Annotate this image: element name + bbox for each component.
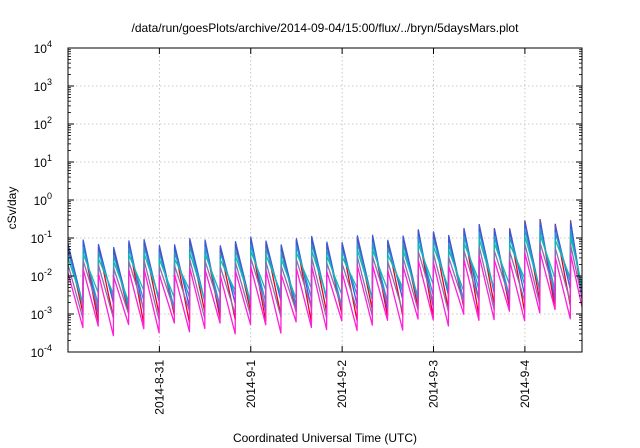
y-tick-label: 100: [34, 191, 52, 208]
y-tick-label: 10-2: [31, 267, 52, 284]
y-tick-label: 10-1: [31, 229, 52, 246]
x-tick-label: 2014-9-2: [335, 360, 349, 408]
axes: 10-4 10-3 10-2 10-1 100 101 102 103 104 2014-8-31…: [31, 39, 582, 415]
series-line: [68, 219, 582, 315]
y-tick-label: 10-3: [31, 305, 52, 322]
chart-title: /data/run/goesPlots/archive/2014-09-04/1…: [132, 21, 520, 35]
y-tick-label: 103: [34, 77, 52, 94]
y-tick-label: 10-4: [31, 343, 52, 360]
data-series: [68, 218, 582, 337]
x-axis-label: Coordinated Universal Time (UTC): [233, 431, 417, 445]
x-tick-label: 2014-9-1: [244, 360, 258, 408]
y-axis-label: cSv/day: [5, 187, 19, 230]
y-tick-label: 101: [34, 153, 52, 170]
y-tick-label: 104: [34, 39, 52, 56]
x-tick-label: 2014-9-4: [518, 360, 532, 408]
x-tick-label: 2014-9-3: [427, 360, 441, 408]
x-tick-label: 2014-8-31: [152, 360, 166, 415]
y-tick-label: 102: [34, 115, 52, 132]
series-line: [68, 251, 582, 337]
